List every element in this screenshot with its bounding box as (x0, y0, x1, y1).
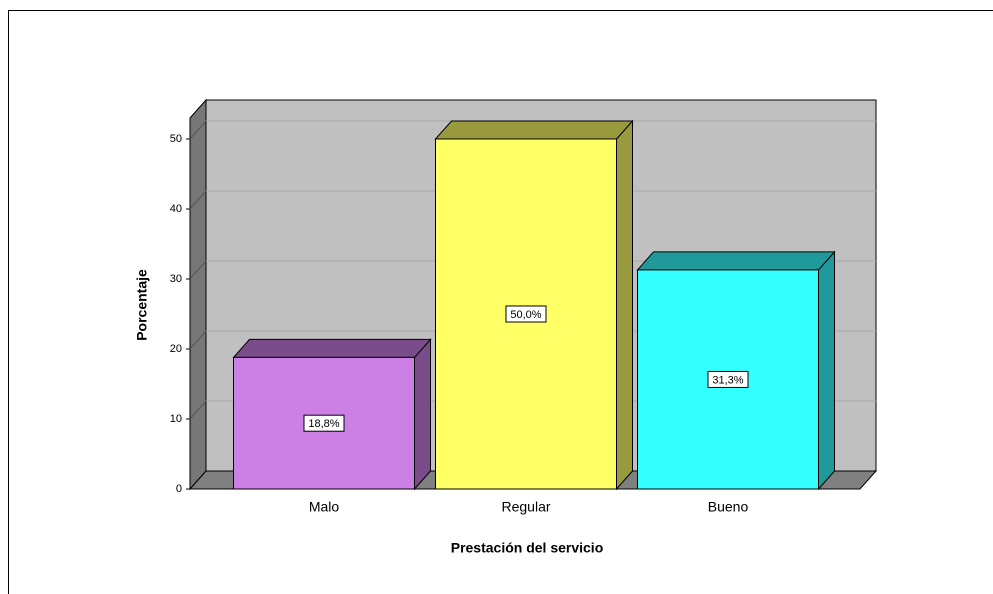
bar-top (636, 251, 836, 271)
x-tick-label: Regular (501, 499, 550, 515)
y-tick-label: 10 (170, 413, 182, 425)
y-axis-label: Porcentaje (134, 269, 150, 341)
y-tick-label: 50 (170, 133, 182, 145)
grid-line (189, 400, 207, 420)
grid-line (189, 260, 207, 280)
x-tick-label: Malo (309, 499, 340, 515)
y-tick-label: 20 (170, 343, 182, 355)
y-tick-label: 30 (170, 273, 182, 285)
value-label-box (707, 370, 749, 388)
side-wall (189, 98, 207, 491)
y-tick-label: 40 (170, 203, 182, 215)
bar-side (616, 119, 633, 491)
value-label: 50,0% (510, 309, 541, 321)
value-label-box (505, 305, 547, 323)
value-label-box (303, 414, 345, 432)
bar-top (232, 338, 432, 358)
x-tick-label: Bueno (708, 499, 749, 515)
grid-line (189, 330, 207, 350)
value-label: 31,3% (712, 374, 743, 386)
grid-line (189, 120, 207, 140)
bar-side (414, 338, 431, 491)
grid-line (189, 190, 207, 210)
bar-top (434, 120, 634, 140)
y-tick-label: 0 (176, 483, 182, 495)
bar-side (818, 250, 835, 491)
value-label: 18,8% (308, 418, 339, 430)
x-axis-label: Prestación del servicio (451, 540, 604, 556)
